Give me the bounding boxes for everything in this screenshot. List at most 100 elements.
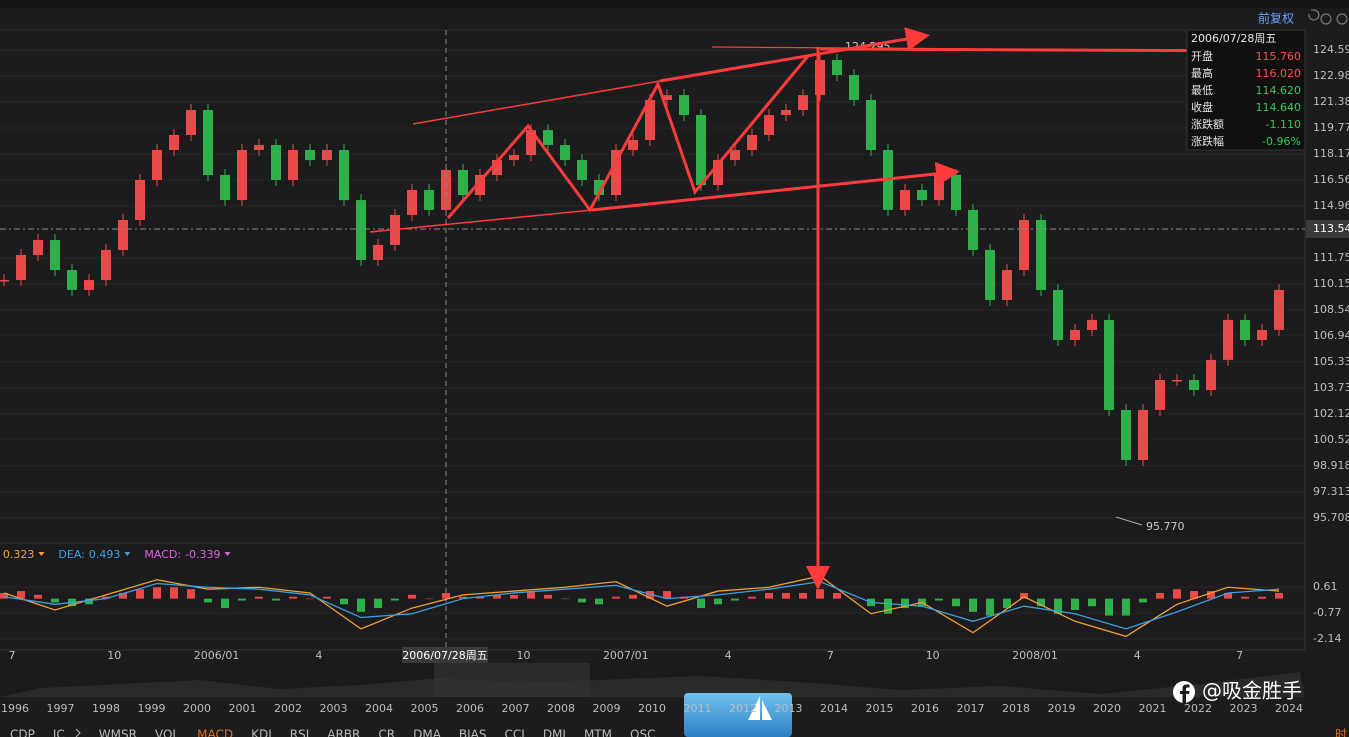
toolbar-icons[interactable] <box>1308 9 1348 25</box>
year-label[interactable]: 2003 <box>320 702 348 715</box>
adjust-button[interactable]: 前复权 <box>1258 11 1294 26</box>
channel-top <box>412 80 661 125</box>
candle <box>611 150 621 196</box>
price-panel: 124.592 122.987 121.383 119.778 118.173 116.5… <box>0 30 1349 665</box>
candle <box>900 190 910 210</box>
undo-icon[interactable] <box>1308 9 1320 21</box>
candle <box>917 190 927 201</box>
candle <box>679 95 689 116</box>
year-label[interactable]: 2023 <box>1230 702 1258 715</box>
x-tick-label: 10 <box>107 649 121 662</box>
candle <box>305 150 315 161</box>
year-label[interactable]: 2021 <box>1139 702 1167 715</box>
year-label[interactable]: 1996 <box>1 702 29 715</box>
indicator-tab[interactable]: DMA <box>413 728 442 737</box>
candle <box>1104 319 1114 410</box>
year-label[interactable]: 1999 <box>138 702 166 715</box>
macd-bar <box>425 598 433 600</box>
candle <box>152 150 162 180</box>
year-label[interactable]: 2024 <box>1275 702 1303 715</box>
info-value: 114.640 <box>1256 101 1302 114</box>
info-value: 116.020 <box>1256 67 1302 80</box>
indicator-tab[interactable]: CR <box>378 728 395 737</box>
year-label[interactable]: 2017 <box>957 702 985 715</box>
year-label[interactable]: 2016 <box>911 702 939 715</box>
year-label[interactable]: 2019 <box>1048 702 1076 715</box>
legend-caret[interactable] <box>124 552 131 556</box>
navigator[interactable] <box>0 663 1305 737</box>
indicator-tab[interactable]: KDJ <box>251 728 272 737</box>
year-label[interactable]: 2010 <box>638 702 666 715</box>
year-label[interactable]: 2004 <box>365 702 393 715</box>
year-label[interactable]: 2013 <box>775 702 803 715</box>
macd-bar <box>306 598 314 600</box>
candle <box>407 190 417 215</box>
thumbnail-image[interactable] <box>684 693 792 737</box>
info-value: -0.96% <box>1262 135 1301 148</box>
indicator-tab[interactable]: BIAS <box>459 728 487 737</box>
y-tick-label: 102.127 <box>1313 407 1349 420</box>
year-label[interactable]: 2020 <box>1093 702 1121 715</box>
legend-caret[interactable] <box>38 552 45 556</box>
navigator-window[interactable] <box>434 663 590 697</box>
indicator-tab[interactable]: OSC <box>630 728 655 737</box>
macd-bar <box>204 598 212 603</box>
year-label[interactable]: 2005 <box>411 702 439 715</box>
macd-line <box>3 575 1280 638</box>
year-label[interactable]: 2012 <box>729 702 757 715</box>
x-tick-label: 2006/01 <box>194 649 240 662</box>
top-strip <box>0 0 1349 8</box>
info-value: -1.110 <box>1266 118 1301 131</box>
crosshair-price: 113.545 <box>1313 222 1349 235</box>
macd-bar <box>663 591 671 599</box>
y-tick-label: 95.708 <box>1313 511 1349 524</box>
indicator-tab[interactable]: MACD <box>197 728 233 737</box>
candle <box>220 174 230 201</box>
candle <box>934 174 944 201</box>
year-label[interactable]: 2014 <box>820 702 848 715</box>
macd-bar <box>34 594 42 599</box>
year-label[interactable]: 2007 <box>502 702 530 715</box>
corner-tab[interactable]: 时 <box>1335 728 1347 737</box>
year-label[interactable]: 2000 <box>183 702 211 715</box>
crosshair-date-box <box>402 647 488 665</box>
macd-bar <box>1207 591 1215 599</box>
year-label[interactable]: 2001 <box>229 702 257 715</box>
indicator-tab[interactable]: IC <box>53 728 65 737</box>
year-label[interactable]: 2022 <box>1184 702 1212 715</box>
indicator-tab[interactable]: WMSR <box>99 728 137 737</box>
year-label[interactable]: 2002 <box>274 702 302 715</box>
zoom-out-icon[interactable] <box>1320 13 1332 25</box>
year-label[interactable]: 1998 <box>92 702 120 715</box>
zoom-in-icon[interactable] <box>1336 13 1348 25</box>
indicator-tab[interactable]: VOL <box>155 728 179 737</box>
year-label[interactable]: 2011 <box>684 702 712 715</box>
tab-next-icon[interactable] <box>75 728 81 737</box>
macd-bar <box>476 596 484 599</box>
year-label[interactable]: 2018 <box>1002 702 1030 715</box>
year-label[interactable]: 2015 <box>866 702 894 715</box>
macd-bar <box>748 596 756 599</box>
candle <box>339 150 349 201</box>
macd-line <box>3 580 1280 630</box>
year-label[interactable]: 2006 <box>456 702 484 715</box>
y-tick-label: 97.313 <box>1313 485 1349 498</box>
macd-bar <box>901 598 909 609</box>
indicator-tab[interactable]: DMI <box>543 728 566 737</box>
candle <box>50 240 60 271</box>
macd-bar <box>527 591 535 599</box>
indicator-tab[interactable]: CCI <box>505 728 525 737</box>
indicator-tab[interactable]: RSI <box>290 728 310 737</box>
candle <box>1121 409 1131 460</box>
candle <box>186 110 196 135</box>
indicator-tab[interactable]: MTM <box>584 728 612 737</box>
info-label: 开盘 <box>1191 49 1213 63</box>
candle <box>1257 329 1267 340</box>
year-label[interactable]: 2009 <box>593 702 621 715</box>
indicator-tab[interactable]: ARBR <box>327 728 360 737</box>
legend-caret[interactable] <box>224 552 231 556</box>
year-label[interactable]: 2008 <box>547 702 575 715</box>
indicator-tab[interactable]: CDP <box>10 728 35 737</box>
year-label[interactable]: 1997 <box>47 702 75 715</box>
candle <box>101 249 111 281</box>
